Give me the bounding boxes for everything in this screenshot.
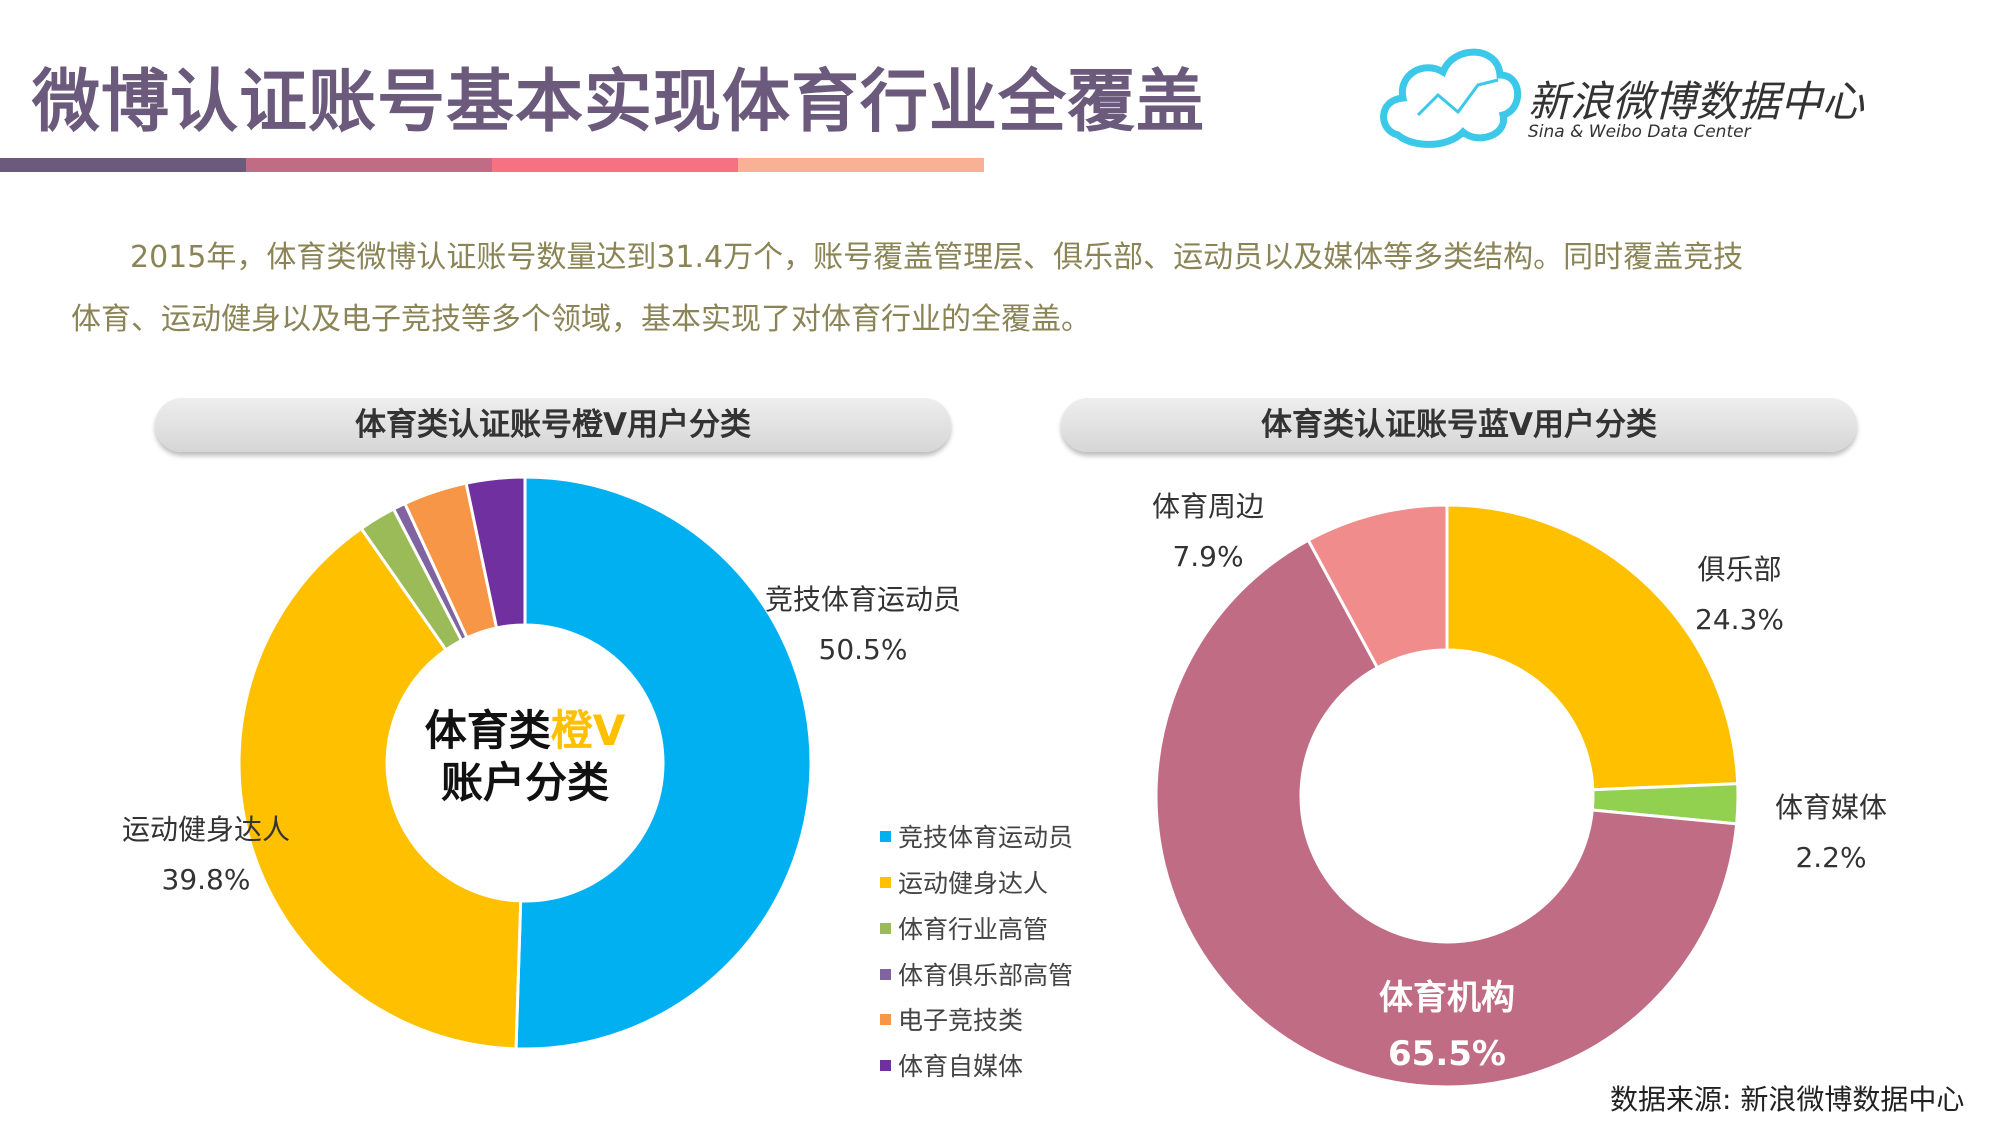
logo-english-text: Sina & Weibo Data Center	[1528, 122, 1751, 142]
center-text-part1: 体育类	[424, 706, 551, 755]
data-label-peripheral: 体育周边 7.9%	[1152, 490, 1265, 573]
intro-paragraph-line-2: 体育、运动健身以及电子竞技等多个领域，基本实现了对体育行业的全覆盖。	[71, 302, 1091, 337]
legend-item-fitness: 运动健身达人	[880, 864, 1048, 900]
blue-v-slice-3	[1306, 503, 1449, 670]
logo-chinese-text: 新浪微博数据中心	[1528, 77, 1865, 126]
orange-v-slice-0	[514, 475, 813, 1051]
center-text-highlight: 橙V	[550, 706, 626, 755]
blue-v-slice-0	[1445, 503, 1740, 792]
logo: 新浪微博数据中心 Sina & Weibo Data Center	[1378, 40, 1958, 160]
data-source: 数据来源: 新浪微博数据中心	[1610, 1083, 1965, 1116]
data-label-fitness: 运动健身达人 39.8%	[122, 813, 291, 896]
page-title: 微博认证账号基本实现体育行业全覆盖	[32, 63, 1206, 142]
legend-item-self-media: 体育自媒体	[880, 1047, 1023, 1083]
center-text-line2: 账户分类	[440, 758, 609, 807]
orange-v-slice-1	[237, 526, 523, 1051]
data-label-institutions: 体育机构 65.5%	[1379, 978, 1515, 1074]
cloud-logo-icon	[1380, 48, 1522, 148]
legend-item-club-executives: 体育俱乐部高管	[880, 956, 1073, 992]
data-label-athletes: 竞技体育运动员 50.5%	[765, 583, 962, 666]
orange-v-chart-title: 体育类认证账号橙V用户分类	[155, 398, 951, 452]
title-bar-segment-4	[738, 158, 984, 172]
intro-paragraph-line-1: 2015年，体育类微博认证账号数量达到31.4万个，账号覆盖管理层、俱乐部、运动…	[130, 240, 1744, 275]
legend-item-esports: 电子竞技类	[880, 1001, 1023, 1037]
title-bar-segment-1	[0, 158, 246, 172]
title-bar-segment-2	[246, 158, 492, 172]
legend-item-executives: 体育行业高管	[880, 910, 1048, 946]
orange-v-center-label: 体育类橙V 账户分类	[395, 705, 655, 809]
blue-v-chart-title: 体育类认证账号蓝V用户分类	[1061, 398, 1857, 452]
data-label-media: 体育媒体 2.2%	[1775, 791, 1888, 874]
title-bar-segment-3	[492, 158, 738, 172]
blue-v-slice-2	[1154, 538, 1739, 1089]
legend-item-athletes: 竞技体育运动员	[880, 818, 1073, 854]
data-label-club: 俱乐部 24.3%	[1695, 553, 1784, 636]
orange-v-slice-5	[464, 475, 527, 630]
